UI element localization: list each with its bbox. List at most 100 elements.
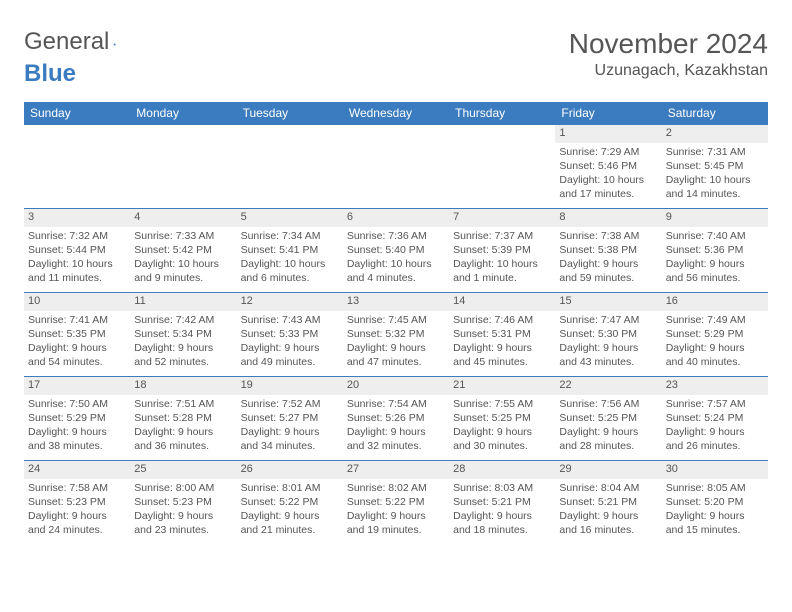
sunset-text: Sunset: 5:21 PM: [559, 495, 657, 509]
sunrise-text: Sunrise: 7:41 AM: [28, 313, 126, 327]
daylight-text: Daylight: 10 hours and 4 minutes.: [347, 257, 445, 285]
day-number-cell: [449, 125, 555, 143]
daylight-text: Daylight: 9 hours and 54 minutes.: [28, 341, 126, 369]
day-number-cell: 10: [24, 293, 130, 311]
sunrise-text: Sunrise: 7:56 AM: [559, 397, 657, 411]
daylight-text: Daylight: 10 hours and 6 minutes.: [241, 257, 339, 285]
day-info-cell: [449, 143, 555, 209]
day-number-cell: 3: [24, 209, 130, 227]
day-info-cell: Sunrise: 8:04 AMSunset: 5:21 PMDaylight:…: [555, 479, 661, 545]
logo-text-1: General: [24, 28, 109, 56]
sunset-text: Sunset: 5:27 PM: [241, 411, 339, 425]
day-info-cell: Sunrise: 7:37 AMSunset: 5:39 PMDaylight:…: [449, 227, 555, 293]
day-info-cell: Sunrise: 7:57 AMSunset: 5:24 PMDaylight:…: [662, 395, 768, 461]
daylight-text: Daylight: 9 hours and 23 minutes.: [134, 509, 232, 537]
day-info-cell: Sunrise: 7:42 AMSunset: 5:34 PMDaylight:…: [130, 311, 236, 377]
day-number-cell: 27: [343, 461, 449, 479]
day-info-cell: Sunrise: 7:38 AMSunset: 5:38 PMDaylight:…: [555, 227, 661, 293]
sunset-text: Sunset: 5:40 PM: [347, 243, 445, 257]
daylight-text: Daylight: 9 hours and 15 minutes.: [666, 509, 764, 537]
day-number-cell: 23: [662, 377, 768, 395]
day-number-cell: 4: [130, 209, 236, 227]
logo-text-2: Blue: [24, 60, 76, 88]
sunrise-text: Sunrise: 7:29 AM: [559, 145, 657, 159]
daylight-text: Daylight: 10 hours and 14 minutes.: [666, 173, 764, 201]
day-info-cell: Sunrise: 8:03 AMSunset: 5:21 PMDaylight:…: [449, 479, 555, 545]
daynum-row: 12: [24, 125, 768, 143]
day-number-cell: 14: [449, 293, 555, 311]
sunset-text: Sunset: 5:32 PM: [347, 327, 445, 341]
day-number-cell: 28: [449, 461, 555, 479]
sunrise-text: Sunrise: 8:02 AM: [347, 481, 445, 495]
calendar-table: Sunday Monday Tuesday Wednesday Thursday…: [24, 102, 768, 545]
sunset-text: Sunset: 5:26 PM: [347, 411, 445, 425]
sunrise-text: Sunrise: 7:42 AM: [134, 313, 232, 327]
day-header: Wednesday: [343, 102, 449, 125]
day-header: Thursday: [449, 102, 555, 125]
sunrise-text: Sunrise: 7:33 AM: [134, 229, 232, 243]
day-info-cell: [343, 143, 449, 209]
day-info-cell: Sunrise: 7:34 AMSunset: 5:41 PMDaylight:…: [237, 227, 343, 293]
sunset-text: Sunset: 5:46 PM: [559, 159, 657, 173]
day-info-cell: Sunrise: 7:55 AMSunset: 5:25 PMDaylight:…: [449, 395, 555, 461]
day-info-cell: Sunrise: 7:41 AMSunset: 5:35 PMDaylight:…: [24, 311, 130, 377]
sunset-text: Sunset: 5:45 PM: [666, 159, 764, 173]
sunset-text: Sunset: 5:31 PM: [453, 327, 551, 341]
day-number-cell: 22: [555, 377, 661, 395]
day-number-cell: [343, 125, 449, 143]
sunset-text: Sunset: 5:41 PM: [241, 243, 339, 257]
day-info-cell: Sunrise: 7:49 AMSunset: 5:29 PMDaylight:…: [662, 311, 768, 377]
daylight-text: Daylight: 9 hours and 38 minutes.: [28, 425, 126, 453]
sunset-text: Sunset: 5:22 PM: [347, 495, 445, 509]
sunrise-text: Sunrise: 8:03 AM: [453, 481, 551, 495]
daylight-text: Daylight: 9 hours and 30 minutes.: [453, 425, 551, 453]
daylight-text: Daylight: 9 hours and 40 minutes.: [666, 341, 764, 369]
sunset-text: Sunset: 5:34 PM: [134, 327, 232, 341]
day-header: Saturday: [662, 102, 768, 125]
sunset-text: Sunset: 5:38 PM: [559, 243, 657, 257]
sunset-text: Sunset: 5:39 PM: [453, 243, 551, 257]
day-number-cell: 8: [555, 209, 661, 227]
day-number-cell: 13: [343, 293, 449, 311]
sunset-text: Sunset: 5:20 PM: [666, 495, 764, 509]
sunrise-text: Sunrise: 7:40 AM: [666, 229, 764, 243]
day-number-cell: 26: [237, 461, 343, 479]
day-info-cell: Sunrise: 7:52 AMSunset: 5:27 PMDaylight:…: [237, 395, 343, 461]
sunset-text: Sunset: 5:23 PM: [134, 495, 232, 509]
day-number-cell: 9: [662, 209, 768, 227]
day-number-cell: 17: [24, 377, 130, 395]
sunrise-text: Sunrise: 7:51 AM: [134, 397, 232, 411]
info-row: Sunrise: 7:41 AMSunset: 5:35 PMDaylight:…: [24, 311, 768, 377]
sunset-text: Sunset: 5:30 PM: [559, 327, 657, 341]
day-number-cell: 20: [343, 377, 449, 395]
day-number-cell: 30: [662, 461, 768, 479]
day-header: Tuesday: [237, 102, 343, 125]
sunset-text: Sunset: 5:42 PM: [134, 243, 232, 257]
daylight-text: Daylight: 9 hours and 49 minutes.: [241, 341, 339, 369]
daylight-text: Daylight: 9 hours and 47 minutes.: [347, 341, 445, 369]
sunset-text: Sunset: 5:25 PM: [559, 411, 657, 425]
sunrise-text: Sunrise: 7:36 AM: [347, 229, 445, 243]
day-number-cell: 7: [449, 209, 555, 227]
sunrise-text: Sunrise: 8:01 AM: [241, 481, 339, 495]
sunrise-text: Sunrise: 7:34 AM: [241, 229, 339, 243]
sunrise-text: Sunrise: 7:57 AM: [666, 397, 764, 411]
day-info-cell: Sunrise: 7:29 AMSunset: 5:46 PMDaylight:…: [555, 143, 661, 209]
sunrise-text: Sunrise: 7:46 AM: [453, 313, 551, 327]
day-info-cell: Sunrise: 7:40 AMSunset: 5:36 PMDaylight:…: [662, 227, 768, 293]
daylight-text: Daylight: 9 hours and 43 minutes.: [559, 341, 657, 369]
daylight-text: Daylight: 9 hours and 36 minutes.: [134, 425, 232, 453]
day-header: Friday: [555, 102, 661, 125]
day-info-cell: Sunrise: 7:43 AMSunset: 5:33 PMDaylight:…: [237, 311, 343, 377]
sunrise-text: Sunrise: 7:38 AM: [559, 229, 657, 243]
daylight-text: Daylight: 9 hours and 26 minutes.: [666, 425, 764, 453]
sunset-text: Sunset: 5:29 PM: [666, 327, 764, 341]
daynum-row: 10111213141516: [24, 293, 768, 311]
day-number-cell: 2: [662, 125, 768, 143]
sunset-text: Sunset: 5:28 PM: [134, 411, 232, 425]
day-number-cell: 11: [130, 293, 236, 311]
sunrise-text: Sunrise: 7:47 AM: [559, 313, 657, 327]
day-info-cell: Sunrise: 8:02 AMSunset: 5:22 PMDaylight:…: [343, 479, 449, 545]
day-header: Monday: [130, 102, 236, 125]
day-number-cell: 15: [555, 293, 661, 311]
